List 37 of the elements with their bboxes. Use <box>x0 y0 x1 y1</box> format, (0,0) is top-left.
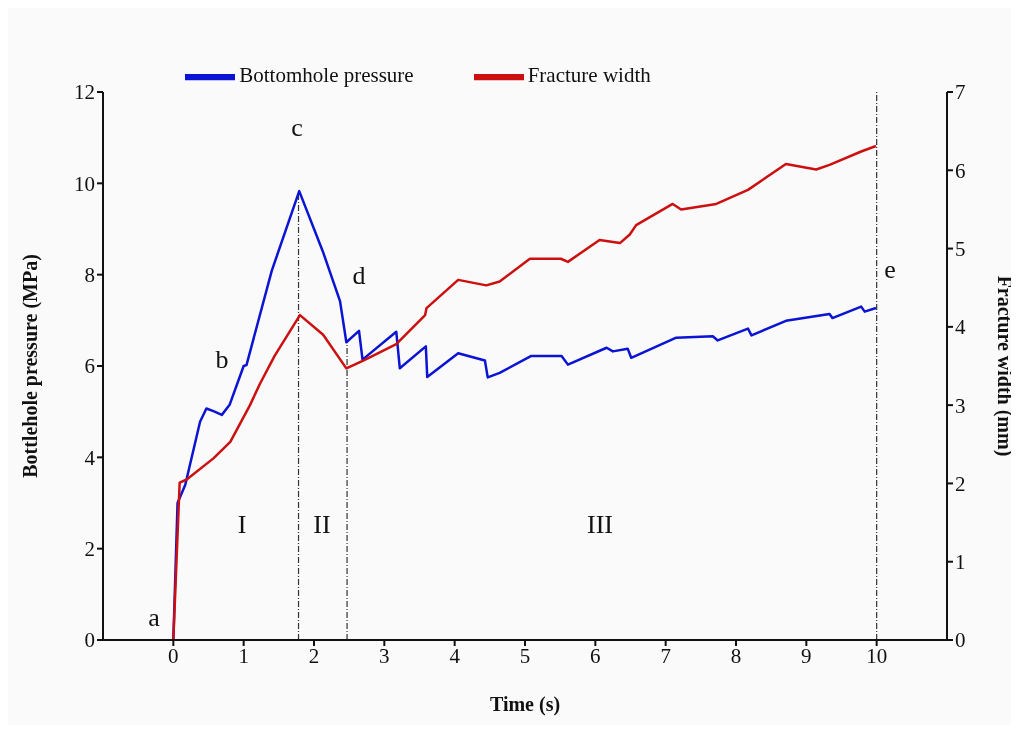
x-axis-title: Time (s) <box>489 693 561 716</box>
annotation: I <box>237 510 247 539</box>
x-tick-label: 6 <box>590 643 601 668</box>
x-tick-label: 4 <box>449 643 461 668</box>
y2-tick-label: 7 <box>955 80 966 105</box>
x-tick-label: 0 <box>168 643 179 668</box>
annotation: III <box>587 510 613 539</box>
x-tick-label: 1 <box>238 643 249 668</box>
y2-tick-label: 3 <box>955 393 966 418</box>
x-tick-label: 5 <box>519 643 531 668</box>
legend-label: Fracture width <box>527 62 651 87</box>
annotation: a <box>148 603 160 632</box>
y-axis-title: Bottlehole pressure (MPa) <box>19 254 43 478</box>
x-tick-label: 10 <box>866 643 888 668</box>
x-tick-label: 3 <box>379 643 390 668</box>
y2-tick-label: 5 <box>955 237 966 262</box>
y-tick-label: 6 <box>84 354 95 379</box>
x-tick-label: 7 <box>660 643 671 668</box>
x-tick-label: 9 <box>801 643 812 668</box>
x-tick-label: 2 <box>308 643 320 668</box>
annotation: II <box>313 510 331 539</box>
annotation: c <box>291 113 303 142</box>
y2-tick-label: 4 <box>955 315 966 340</box>
annotation: b <box>215 345 229 374</box>
annotation: e <box>884 255 896 284</box>
y-tick-label: 8 <box>84 263 95 288</box>
y2-tick-label: 2 <box>955 471 966 496</box>
y2-tick-label: 6 <box>955 158 966 183</box>
y-tick-label: 4 <box>84 445 96 470</box>
y2-axis-title: Fracture width (mm) <box>992 275 1016 457</box>
legend-label: Bottomhole pressure <box>239 62 414 87</box>
y2-tick-label: 1 <box>955 550 966 575</box>
x-tick-label: 8 <box>730 643 742 668</box>
y-tick-label: 12 <box>74 80 95 105</box>
y-tick-label: 2 <box>84 537 95 562</box>
y-tick-label: 10 <box>74 171 95 196</box>
annotation: d <box>352 261 366 290</box>
